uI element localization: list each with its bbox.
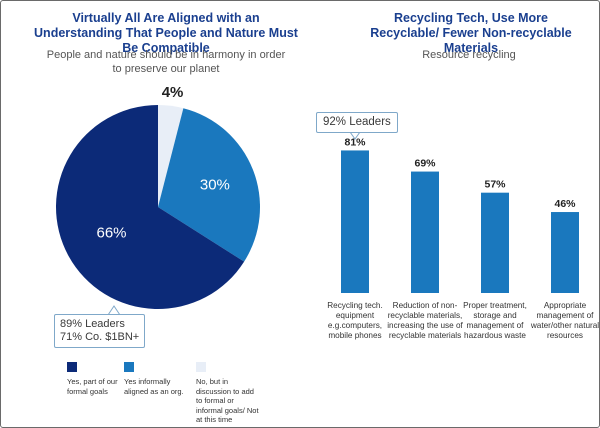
- bar-chart-title: Recycling Tech, Use More Recyclable/ Few…: [370, 11, 572, 55]
- bar-callout-pointer: [349, 131, 361, 140]
- pie-label-not-yet: 4%: [162, 84, 184, 101]
- pie-slice-informal: [158, 108, 260, 262]
- bar-1: [341, 150, 369, 293]
- legend-label-informal: Yes informally aligned as an org.: [124, 377, 184, 396]
- pie-chart-title: Virtually All Are Aligned with an Unders…: [34, 11, 298, 55]
- bar-3: [481, 192, 509, 293]
- legend-label-formal: Yes, part of our formal goals: [67, 377, 118, 396]
- pie-callout-line2: 71% Co. $1BN+: [60, 331, 140, 343]
- legend-swatch-not-yet: [196, 362, 206, 372]
- pie-callout: 89% Leaders 71% Co. $1BN+: [54, 314, 146, 348]
- bar-value-label: 69%: [414, 158, 436, 170]
- pie-label-informal: 30%: [200, 176, 230, 193]
- bar-callout: 92% Leaders: [316, 112, 398, 133]
- pie-callout-line1: 89% Leaders: [60, 318, 125, 330]
- pie-chart-subtitle: People and nature should be in harmony i…: [46, 49, 286, 75]
- bar-value-label: 81%: [344, 136, 366, 148]
- bar-category-label: Proper treatment, storage and management…: [463, 301, 527, 340]
- bar-2: [411, 171, 439, 293]
- bar-category-label: Appropriate management of water/other na…: [530, 301, 600, 340]
- bar-category-label: Reduction of non-recyclable materials, i…: [387, 301, 463, 340]
- legend-swatch-informal: [124, 362, 134, 372]
- legend-label-not-yet: No, but in discussion to add to formal o…: [196, 377, 259, 424]
- legend-swatch-formal: [67, 362, 77, 372]
- pie-slice-formal: [56, 105, 245, 310]
- bar-value-label: 46%: [554, 198, 576, 210]
- bar-chart-subtitle: Resource recycling: [422, 49, 516, 61]
- pie-label-formal: 66%: [97, 225, 127, 242]
- pie-callout-pointer: [107, 305, 121, 316]
- bar-category-label: Recycling tech. equipment e.g.computers,…: [327, 301, 383, 340]
- pie-slice-not-yet: [158, 105, 184, 207]
- bar-4: [551, 212, 579, 293]
- bar-value-label: 57%: [484, 179, 506, 191]
